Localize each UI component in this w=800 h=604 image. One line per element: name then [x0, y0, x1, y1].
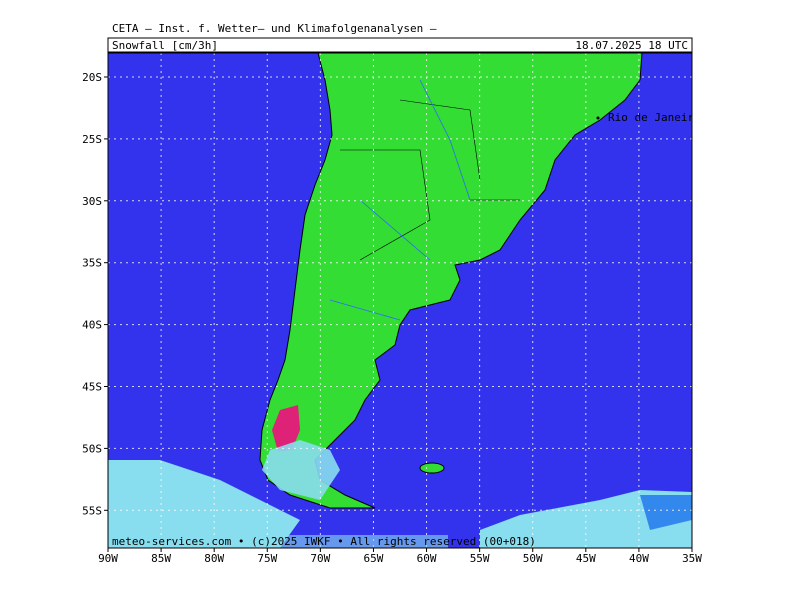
header-bar — [107, 37, 693, 53]
lon-label: 55W — [470, 552, 490, 565]
city-label: Rio de Janeiro — [608, 111, 701, 124]
lat-label: 25S — [82, 133, 102, 146]
snow-ocean-west — [108, 460, 300, 548]
graticule — [108, 53, 692, 548]
city-marker — [596, 116, 600, 120]
snow-light — [640, 495, 692, 530]
lon-label: 80W — [204, 552, 224, 565]
lon-label: 45W — [576, 552, 596, 565]
lat-label: 45S — [82, 381, 102, 394]
snow-heavy — [272, 405, 300, 452]
map-title: CETA – Inst. f. Wetter– und Klimafolgena… — [112, 22, 437, 35]
lat-label: 35S — [82, 257, 102, 270]
lat-label: 40S — [82, 319, 102, 332]
map-area: Rio de Janeiro meteo-services.com • (c)2… — [108, 53, 701, 548]
lon-label: 85W — [151, 552, 171, 565]
lat-label: 30S — [82, 195, 102, 208]
lat-label: 50S — [82, 442, 102, 455]
borders — [340, 99, 520, 261]
lon-label: 75W — [257, 552, 277, 565]
lat-label: 20S — [82, 71, 102, 84]
lon-label: 60W — [417, 552, 437, 565]
falkland-islands — [419, 462, 445, 474]
lon-label: 90W — [98, 552, 118, 565]
footer-bg — [108, 535, 448, 548]
frame — [107, 52, 693, 549]
rivers — [329, 79, 471, 321]
lon-label: 40W — [629, 552, 649, 565]
land — [259, 53, 643, 509]
valid-time: 18.07.2025 18 UTC — [575, 39, 688, 52]
lon-label: 65W — [364, 552, 384, 565]
footer: meteo-services.com • (c)2025 IWKF • All … — [112, 535, 536, 548]
lon-label: 50W — [523, 552, 543, 565]
parameter: Snowfall [cm/3h] — [112, 39, 218, 52]
lat-label: 55S — [82, 504, 102, 517]
lon-label: 35W — [682, 552, 702, 565]
lon-label: 70W — [310, 552, 330, 565]
